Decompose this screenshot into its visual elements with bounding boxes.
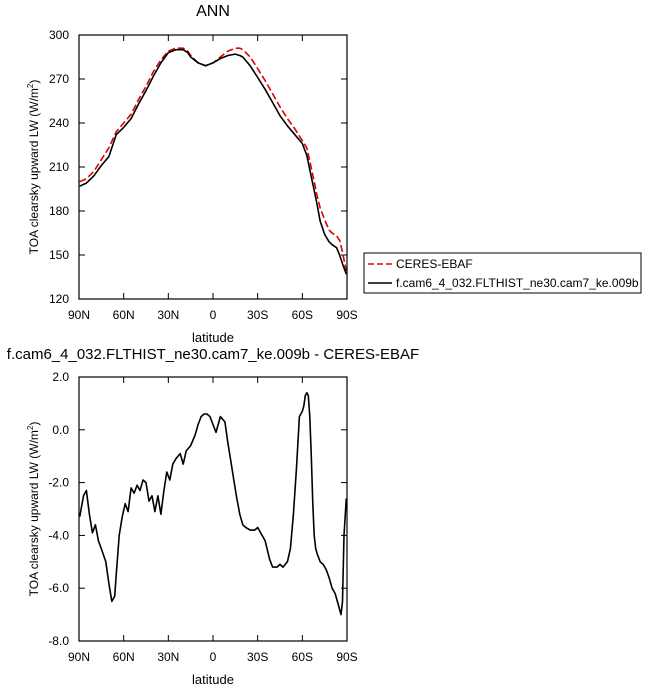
bottom-series-lines [78, 391, 348, 616]
bottom-y-axis-label-main: TOA clearsky upward LW (W/m [27, 430, 41, 596]
top-y-axis-label-sup: 2 [26, 83, 35, 88]
y-tick-label: 210 [49, 160, 69, 174]
x-tick-label: 30S [247, 650, 268, 664]
y-tick-label: 270 [49, 72, 69, 86]
bottom-y-axis-label-sup: 2 [26, 425, 35, 430]
y-tick-label: 120 [49, 292, 69, 306]
top-y-tick-labels: 120 150 180 210 240 270 300 [49, 28, 69, 306]
x-tick-label: 30S [247, 308, 268, 322]
bottom-chart-title: f.cam6_4_032.FLTHIST_ne30.cam7_ke.009b -… [7, 346, 419, 363]
x-tick-label: 60S [292, 650, 313, 664]
x-tick-label: 90S [336, 308, 357, 322]
y-tick-label: 0.0 [52, 423, 69, 437]
legend-box [363, 252, 642, 294]
x-tick-label: 60N [113, 650, 135, 664]
top-plot-frame [78, 34, 348, 300]
x-tick-label: 60N [113, 308, 135, 322]
bottom-panel: f.cam6_4_032.FLTHIST_ne30.cam7_ke.009b -… [7, 346, 419, 687]
bottom-y-axis-label-tail: ) [27, 422, 41, 426]
top-tick-marks [78, 34, 348, 300]
bottom-x-axis-label: latitude [192, 672, 234, 687]
bottom-y-axis-label: TOA clearsky upward LW (W/m2) [26, 422, 41, 597]
y-tick-label: -2.0 [48, 476, 69, 490]
top-series-lines [79, 47, 348, 275]
top-x-axis-label: latitude [192, 330, 234, 345]
x-tick-label: 30N [157, 308, 179, 322]
bottom-x-tick-labels: 90N 60N 30N 0 30S 60S 90S [68, 650, 358, 664]
y-tick-label: -6.0 [48, 581, 69, 595]
y-tick-label: 300 [49, 28, 69, 42]
x-tick-label: 90S [336, 650, 357, 664]
x-tick-label: 0 [210, 650, 217, 664]
x-tick-label: 90N [68, 308, 90, 322]
top-chart-title: ANN [196, 3, 230, 20]
y-tick-label: -4.0 [48, 528, 69, 542]
x-tick-label: 90N [68, 650, 90, 664]
top-y-axis-label-main: TOA clearsky upward LW (W/m [27, 88, 41, 254]
series-line-model [78, 391, 348, 616]
y-tick-label: 2.0 [52, 370, 69, 384]
y-tick-label: 180 [49, 204, 69, 218]
series-line-model [79, 48, 348, 275]
top-panel: ANN 120 150 180 210 240 270 300 90N 60N 30N 0 30S 6… [26, 3, 642, 345]
x-tick-label: 30N [157, 650, 179, 664]
top-y-axis-label: TOA clearsky upward LW (W/m2) [26, 80, 41, 255]
top-x-tick-labels: 90N 60N 30N 0 30S 60S 90S [68, 308, 358, 322]
y-tick-label: 240 [49, 116, 69, 130]
bottom-y-tick-labels: -8.0 -6.0 -4.0 -2.0 0.0 2.0 [48, 370, 69, 648]
legend-label-ceres: CERES-EBAF [396, 257, 473, 271]
legend-label-model: f.cam6_4_032.FLTHIST_ne30.cam7_ke.009b [396, 276, 639, 290]
bottom-tick-marks [78, 376, 348, 642]
top-legend: CERES-EBAF f.cam6_4_032.FLTHIST_ne30.cam… [363, 252, 642, 294]
top-y-axis-label-tail: ) [27, 80, 41, 84]
x-tick-label: 0 [210, 308, 217, 322]
series-line-observed [79, 47, 348, 272]
y-tick-label: -8.0 [48, 634, 69, 648]
bottom-plot-frame [78, 376, 348, 642]
y-tick-label: 150 [49, 248, 69, 262]
x-tick-label: 60S [292, 308, 313, 322]
